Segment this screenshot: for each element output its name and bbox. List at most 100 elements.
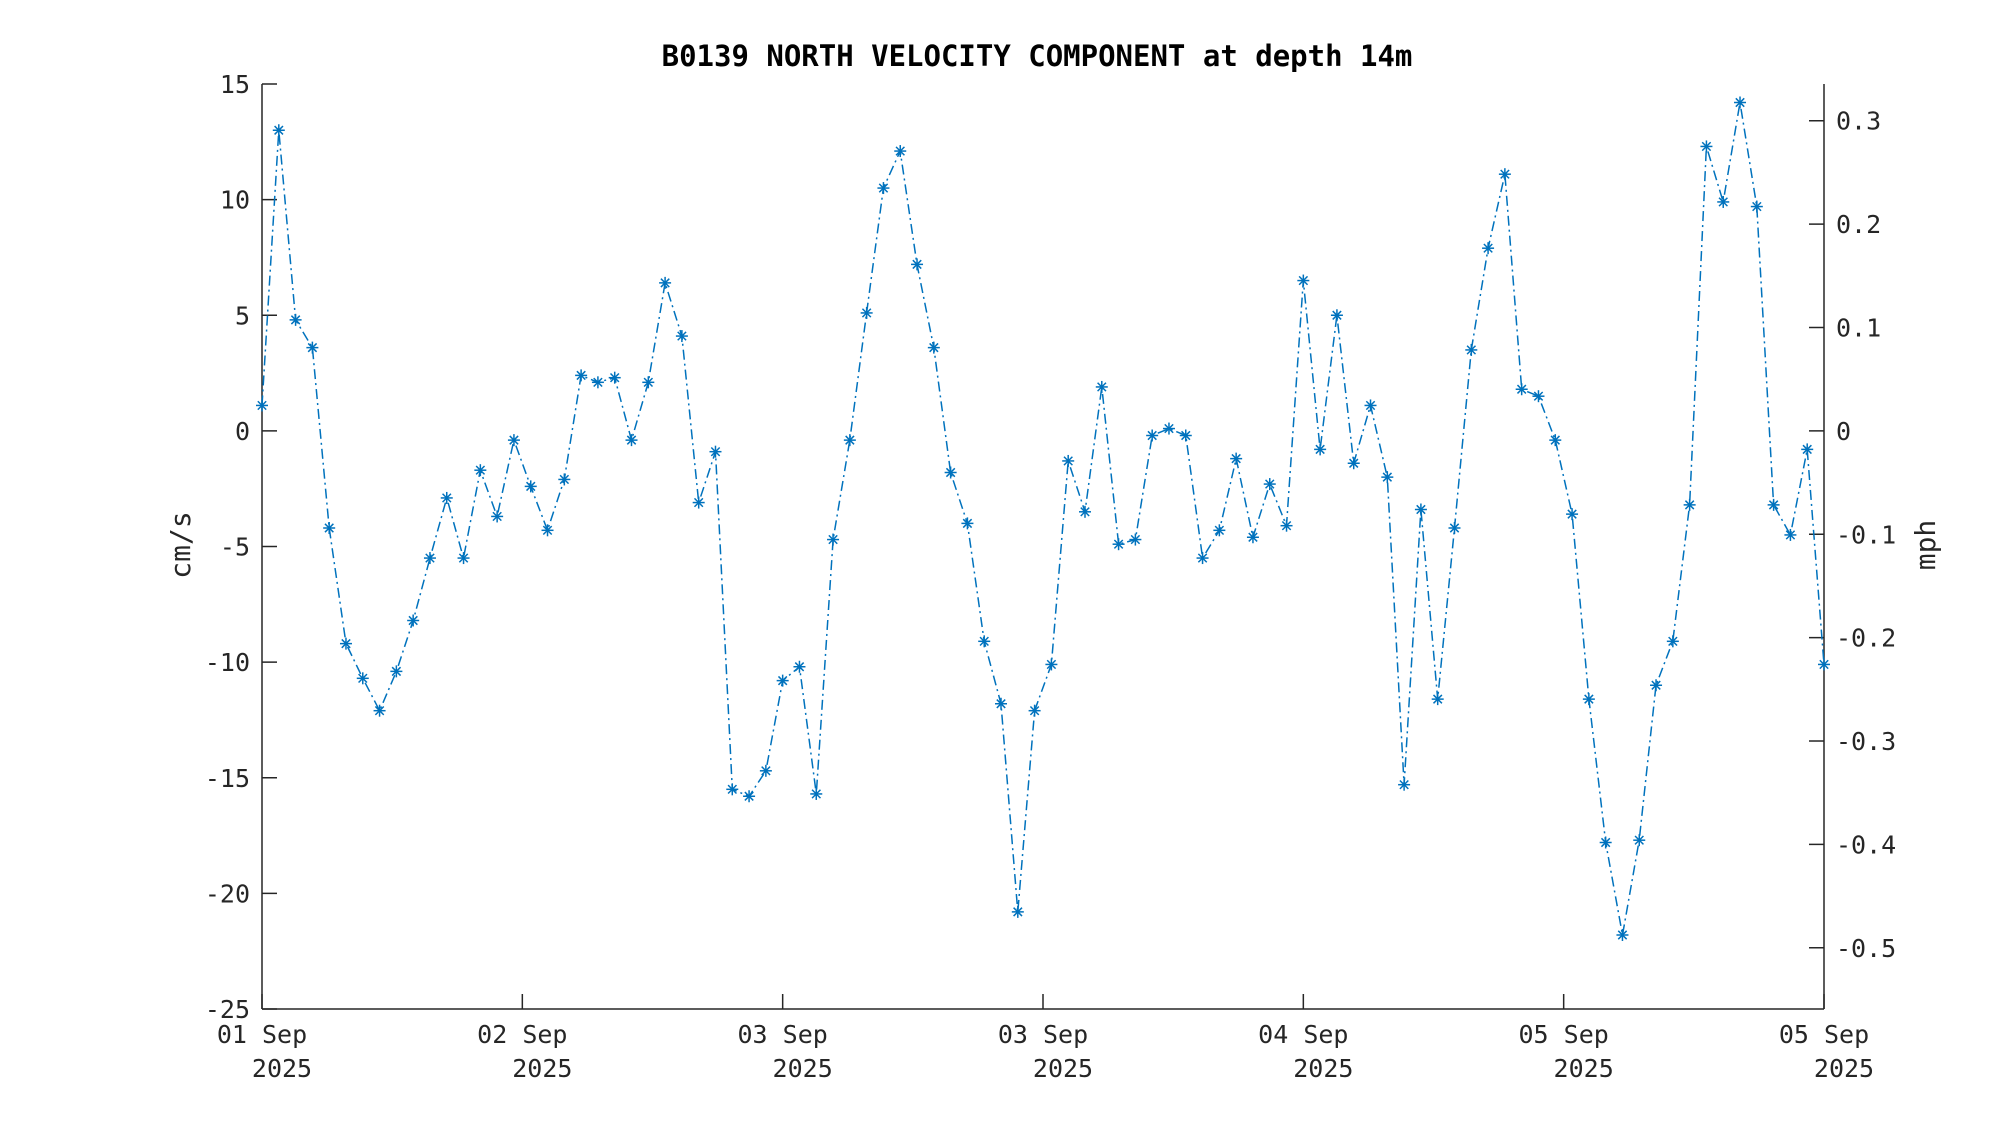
data-point [1280,519,1293,532]
data-point [1230,452,1243,465]
data-point [373,704,386,717]
data-point [1650,679,1663,692]
data-point [961,517,974,530]
data-point [1078,505,1091,518]
data-point [625,434,638,447]
data-point [323,522,336,534]
y-tick-label: 10 [220,186,250,215]
data-point [1750,200,1763,213]
data-point [1297,274,1310,287]
data-point [659,276,672,289]
data-point [1734,96,1747,109]
axes: 15 10 5 0 -5 -10 -15 -20 -25 0.3 0.2 0.1 0 -0.1 -0.2 -0… [205,70,1896,1083]
data-point [339,637,352,650]
y-tick-label: 0 [235,417,250,446]
data-point [272,124,285,137]
data-point [1801,443,1814,456]
x-tick-year-label: 2025 [773,1054,833,1083]
x-tick-year-label: 2025 [1554,1054,1614,1083]
data-point [1364,399,1377,412]
data-point [1683,498,1696,511]
data-point [1767,498,1780,511]
data-point [793,660,806,673]
data-point [810,787,823,800]
x-tick-year-label: 2025 [1033,1054,1093,1083]
x-tick-label: 02 Sep [477,1020,567,1049]
data-point [423,552,436,565]
data-point [877,182,890,195]
plot-area [256,96,1830,941]
data-point [306,341,319,354]
data-point [1818,658,1830,671]
y-tick-label: -15 [205,764,250,793]
x-tick-label: 01 Sep [217,1020,307,1049]
data-point [356,672,369,685]
data-point [1482,242,1495,255]
data-point [1213,524,1226,537]
y-tick-label: -10 [205,648,250,677]
data-point [743,790,756,803]
data-point [1062,454,1075,467]
x-tick-year-label: 2025 [512,1054,572,1083]
y2-tick-label: -0.4 [1836,830,1896,859]
x-tick-label: 03 Sep [738,1020,828,1049]
data-point [1633,834,1646,847]
data-point [491,510,504,523]
y2-tick-label: 0.3 [1836,107,1881,136]
x-tick-label: 05 Sep [1519,1020,1609,1049]
data-point [1465,343,1478,356]
data-point [1666,635,1679,648]
data-point [1566,508,1579,521]
y-tick-label: -20 [205,879,250,908]
x-tick-label: 03 Sep [998,1020,1088,1049]
data-point [1129,533,1142,546]
data-point [575,369,588,382]
y2-tick-label: -0.3 [1836,727,1896,756]
data-point [1196,552,1209,565]
data-point [709,445,722,458]
data-point [608,371,621,384]
data-point [1414,503,1427,516]
data-point [1381,471,1394,484]
y-axis-label-left: cm/s [164,511,197,578]
data-point [507,434,520,447]
data-point [1011,905,1024,918]
y-tick-label: 5 [235,301,250,330]
data-point [927,341,940,354]
data-point [1717,195,1730,208]
data-point [759,764,772,777]
data-point [1549,434,1562,447]
y2-tick-label: -0.1 [1836,520,1896,549]
data-point [1112,538,1125,551]
data-point [827,533,840,546]
data-point [1582,693,1595,706]
y2-tick-label: 0.1 [1836,313,1881,342]
y-axis-label-right: mph [1909,520,1942,571]
data-point [1498,168,1511,181]
data-point [1045,658,1058,671]
x-tick-label: 05 Sep [1779,1020,1869,1049]
data-point [776,674,789,687]
data-point [642,376,655,389]
data-point [474,464,487,477]
data-point [256,399,268,412]
data-point [911,258,924,271]
data-point [457,552,470,565]
x-tick-year-label: 2025 [1293,1054,1353,1083]
data-point [726,783,739,796]
y2-tick-label: 0 [1836,417,1851,446]
series-line [261,102,1825,936]
data-point [407,614,420,627]
data-point [390,665,403,678]
data-point [1095,380,1108,393]
data-point [675,330,688,343]
data-point [1330,309,1343,322]
data-point [995,697,1008,710]
y2-tick-label: -0.2 [1836,624,1896,653]
data-point [1028,704,1041,717]
data-point [1162,422,1175,435]
data-point [1515,383,1528,396]
data-point [591,376,604,389]
data-point [944,466,957,479]
